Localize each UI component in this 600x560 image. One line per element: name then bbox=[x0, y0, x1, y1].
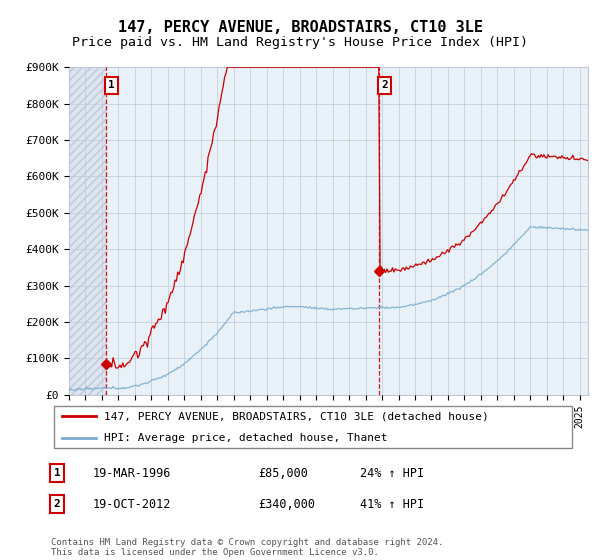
Text: Price paid vs. HM Land Registry's House Price Index (HPI): Price paid vs. HM Land Registry's House … bbox=[72, 36, 528, 49]
Text: 19-MAR-1996: 19-MAR-1996 bbox=[93, 466, 172, 480]
Text: 147, PERCY AVENUE, BROADSTAIRS, CT10 3LE: 147, PERCY AVENUE, BROADSTAIRS, CT10 3LE bbox=[118, 20, 482, 35]
Text: 147, PERCY AVENUE, BROADSTAIRS, CT10 3LE (detached house): 147, PERCY AVENUE, BROADSTAIRS, CT10 3LE… bbox=[104, 411, 488, 421]
Bar bbox=[106, 67, 588, 395]
Text: HPI: Average price, detached house, Thanet: HPI: Average price, detached house, Than… bbox=[104, 433, 387, 443]
FancyBboxPatch shape bbox=[53, 405, 572, 449]
Text: 41% ↑ HPI: 41% ↑ HPI bbox=[360, 497, 424, 511]
Text: 1: 1 bbox=[108, 81, 115, 90]
Bar bbox=[69, 67, 106, 395]
Text: 2: 2 bbox=[381, 81, 388, 90]
Text: £340,000: £340,000 bbox=[258, 497, 315, 511]
Text: 1: 1 bbox=[53, 468, 61, 478]
Text: £85,000: £85,000 bbox=[258, 466, 308, 480]
Text: 19-OCT-2012: 19-OCT-2012 bbox=[93, 497, 172, 511]
Text: 2: 2 bbox=[53, 499, 61, 509]
Text: Contains HM Land Registry data © Crown copyright and database right 2024.
This d: Contains HM Land Registry data © Crown c… bbox=[51, 538, 443, 557]
Text: 24% ↑ HPI: 24% ↑ HPI bbox=[360, 466, 424, 480]
Bar bbox=[69, 67, 106, 395]
